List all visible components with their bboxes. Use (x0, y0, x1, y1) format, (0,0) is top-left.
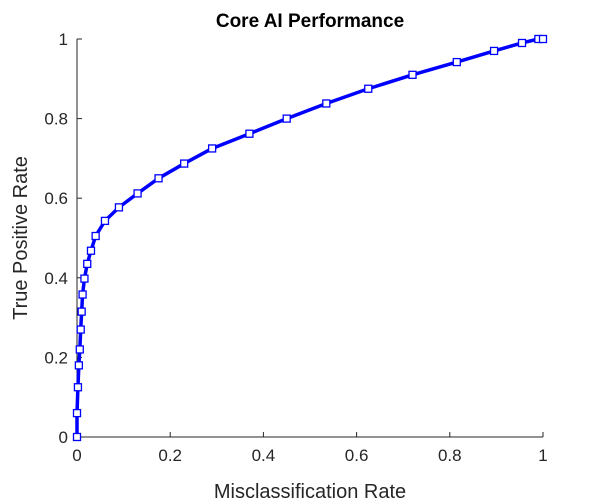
x-axis-label: Misclassification Rate (214, 481, 406, 503)
chart-title: Core AI Performance (216, 11, 404, 32)
data-point-marker (154, 174, 163, 183)
data-point-marker (91, 231, 100, 241)
x-tick-label: 0.4 (252, 446, 276, 465)
data-point-marker (100, 216, 110, 226)
data-point-marker (245, 129, 254, 138)
x-tick-label: 0.6 (345, 446, 369, 465)
data-point-marker (75, 345, 84, 354)
series-group (72, 34, 548, 442)
data-point-marker (207, 144, 217, 153)
data-point-marker (72, 408, 82, 418)
data-point-marker (78, 290, 87, 299)
x-ticks: 0 0.2 0.4 0.6 0.8 1 (72, 432, 548, 465)
data-point-marker (72, 432, 82, 442)
axes (76, 39, 543, 438)
data-point-marker (322, 99, 331, 108)
data-point-marker (408, 70, 417, 79)
y-tick-label: 0 (59, 428, 68, 447)
y-tick-label: 0.2 (44, 348, 68, 367)
data-point-marker (133, 189, 142, 198)
data-point-marker (80, 274, 89, 283)
data-point-marker (76, 325, 85, 334)
data-point-marker (517, 38, 527, 48)
x-tick-label: 0.8 (438, 446, 462, 465)
data-point-marker (364, 84, 373, 93)
data-point-marker (282, 114, 291, 123)
x-tick-label: 0 (72, 446, 81, 465)
y-tick-label: 0.6 (44, 189, 68, 208)
data-point-marker (83, 259, 92, 269)
y-tick-label: 1 (59, 30, 68, 49)
x-tick-label: 1 (538, 446, 547, 465)
data-point-marker (180, 159, 189, 168)
y-tick-label: 0.8 (44, 110, 68, 129)
data-point-marker (114, 203, 124, 212)
x-tick-label: 0.2 (158, 446, 182, 465)
data-point-marker (77, 307, 86, 316)
data-point-marker (452, 57, 461, 67)
y-axis-label: True Positive Rate (10, 156, 32, 320)
y-ticks: 0 0.2 0.4 0.6 0.8 1 (44, 30, 82, 447)
y-tick-label: 0.4 (44, 269, 68, 288)
data-point-marker (538, 34, 548, 44)
data-point-marker (73, 383, 83, 392)
data-point-marker (86, 246, 96, 255)
data-point-marker (74, 361, 84, 370)
data-point-marker (489, 46, 499, 56)
roc-curve-line (75, 37, 545, 439)
